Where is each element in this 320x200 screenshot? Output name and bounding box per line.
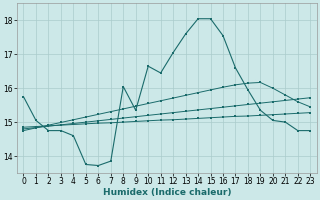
X-axis label: Humidex (Indice chaleur): Humidex (Indice chaleur)	[103, 188, 231, 197]
